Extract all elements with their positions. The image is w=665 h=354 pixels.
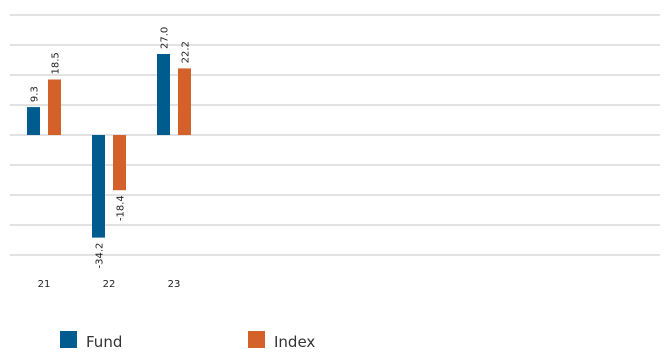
x-tick-22: 22 (103, 279, 116, 290)
legend-swatch-fund (60, 330, 77, 348)
bar-fund-21 (27, 107, 40, 135)
data-label-index-23: 22.2 (181, 41, 192, 63)
legend-label-fund: Fund (86, 333, 123, 351)
x-tick-21: 21 (38, 279, 51, 290)
grid-lines (10, 14, 660, 256)
x-tick-labels: 21 22 23 (38, 279, 181, 290)
legend: Fund Index (60, 326, 660, 352)
legend-label-index: Index (274, 333, 316, 351)
bar-index-21 (48, 79, 61, 135)
x-tick-23: 23 (168, 279, 181, 290)
legend-swatch-index (248, 330, 265, 348)
data-label-index-22: -18.4 (116, 195, 127, 221)
bar-index-22 (113, 135, 126, 191)
data-label-index-21: 18.5 (51, 52, 62, 74)
data-label-fund-23: 27.0 (160, 27, 171, 49)
bar-fund-22 (92, 135, 105, 238)
legend-item-fund: Fund (60, 326, 122, 352)
bar-fund-23 (157, 54, 170, 135)
data-labels: 9.3 18.5 -34.2 -18.4 27.0 22.2 (30, 27, 192, 269)
bar-index-23 (178, 68, 191, 135)
data-label-fund-22: -34.2 (95, 243, 106, 269)
data-label-fund-21: 9.3 (30, 86, 41, 102)
bars (27, 54, 191, 238)
legend-item-index: Index (248, 326, 315, 352)
